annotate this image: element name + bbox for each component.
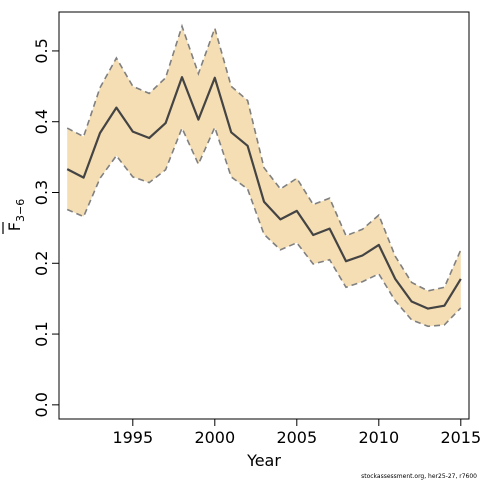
confidence-band [67,26,461,327]
lower-bound-line [66,125,462,328]
y-tick-label: 0.4 [32,109,51,134]
x-tick-label: 2010 [358,428,399,447]
y-axis-title: F3−6 [5,199,27,231]
x-axis: 1995 2000 2005 2010 2015 [112,419,480,447]
plot-area [66,23,462,328]
y-axis-title-main: F [5,222,24,231]
x-tick-label: 2000 [194,428,235,447]
y-tick-label: 0.3 [32,180,51,205]
upper-bound-line [66,23,462,292]
footer-credit: stockassessment.org, her25-27, r7600 [361,473,477,480]
y-axis-title-subscript: 3−6 [14,199,27,222]
y-tick-label: 0.5 [32,38,51,63]
svg-text:F3−6: F3−6 [5,199,27,231]
x-tick-label: 1995 [112,428,153,447]
y-axis: 0.0 0.1 0.2 0.3 0.4 0.5 [32,38,59,418]
x-tick-label: 2015 [440,428,480,447]
y-tick-label: 0.2 [32,251,51,276]
estimate-line [66,75,462,310]
y-tick-label: 0.0 [32,392,51,417]
y-tick-label: 0.1 [32,321,51,346]
x-axis-title: Year [246,451,281,470]
plot-frame [58,11,470,420]
x-tick-label: 2005 [276,428,317,447]
